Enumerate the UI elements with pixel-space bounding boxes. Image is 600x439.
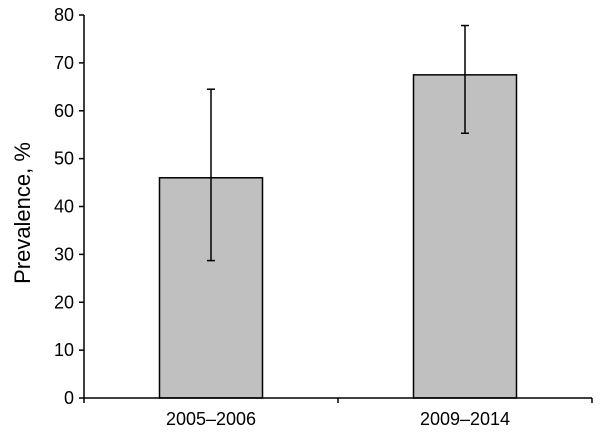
y-tick-label: 20	[54, 292, 74, 312]
error-bars-group	[207, 24, 469, 262]
y-tick-label: 70	[54, 53, 74, 73]
y-tick-label: 80	[54, 5, 74, 25]
x-labels-group: 2005–2006 2009–2014	[166, 409, 510, 429]
y-tick-label: 60	[54, 101, 74, 121]
x-tick-label: 2009–2014	[420, 409, 510, 429]
y-tick-label: 10	[54, 340, 74, 360]
y-ticks-group: 0 10 20 30 40 50 60 70 80	[54, 5, 84, 408]
y-tick-label: 40	[54, 197, 74, 217]
y-tick-label: 0	[64, 388, 74, 408]
y-tick-label: 30	[54, 244, 74, 264]
bars-group	[158, 74, 518, 399]
x-tick-label: 2005–2006	[166, 409, 256, 429]
y-axis-title: Prevalence, %	[10, 142, 35, 284]
y-tick-label: 50	[54, 149, 74, 169]
